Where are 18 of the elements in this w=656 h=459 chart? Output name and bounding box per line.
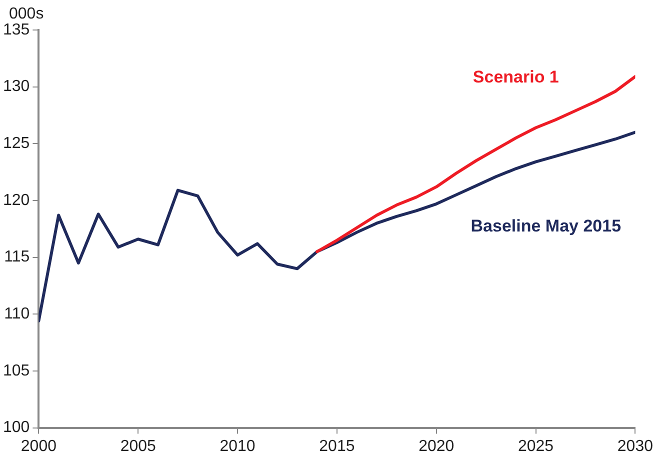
y-tick-label: 135 xyxy=(2,21,30,38)
y-tick-label: 100 xyxy=(2,419,30,436)
y-axis-title: 000s xyxy=(9,5,44,22)
x-tick-label: 2025 xyxy=(518,438,554,455)
y-tick-label: 110 xyxy=(4,306,30,323)
x-tick-label: 2030 xyxy=(617,438,654,455)
x-tick-label: 2015 xyxy=(319,438,355,455)
x-tick-label: 2020 xyxy=(418,438,454,455)
y-tick-label: 125 xyxy=(2,135,30,152)
series-label: Scenario 1 xyxy=(472,68,559,87)
x-tick-label: 2010 xyxy=(220,438,256,455)
y-tick-label: 130 xyxy=(2,78,30,96)
x-tick-label: 2005 xyxy=(120,438,156,455)
y-tick-label: 115 xyxy=(4,248,30,266)
x-tick-label: 2000 xyxy=(20,438,57,455)
y-tick-label: 120 xyxy=(2,192,30,209)
y-tick-label: 105 xyxy=(2,362,30,380)
series-label: Baseline May 2015 xyxy=(470,216,622,236)
